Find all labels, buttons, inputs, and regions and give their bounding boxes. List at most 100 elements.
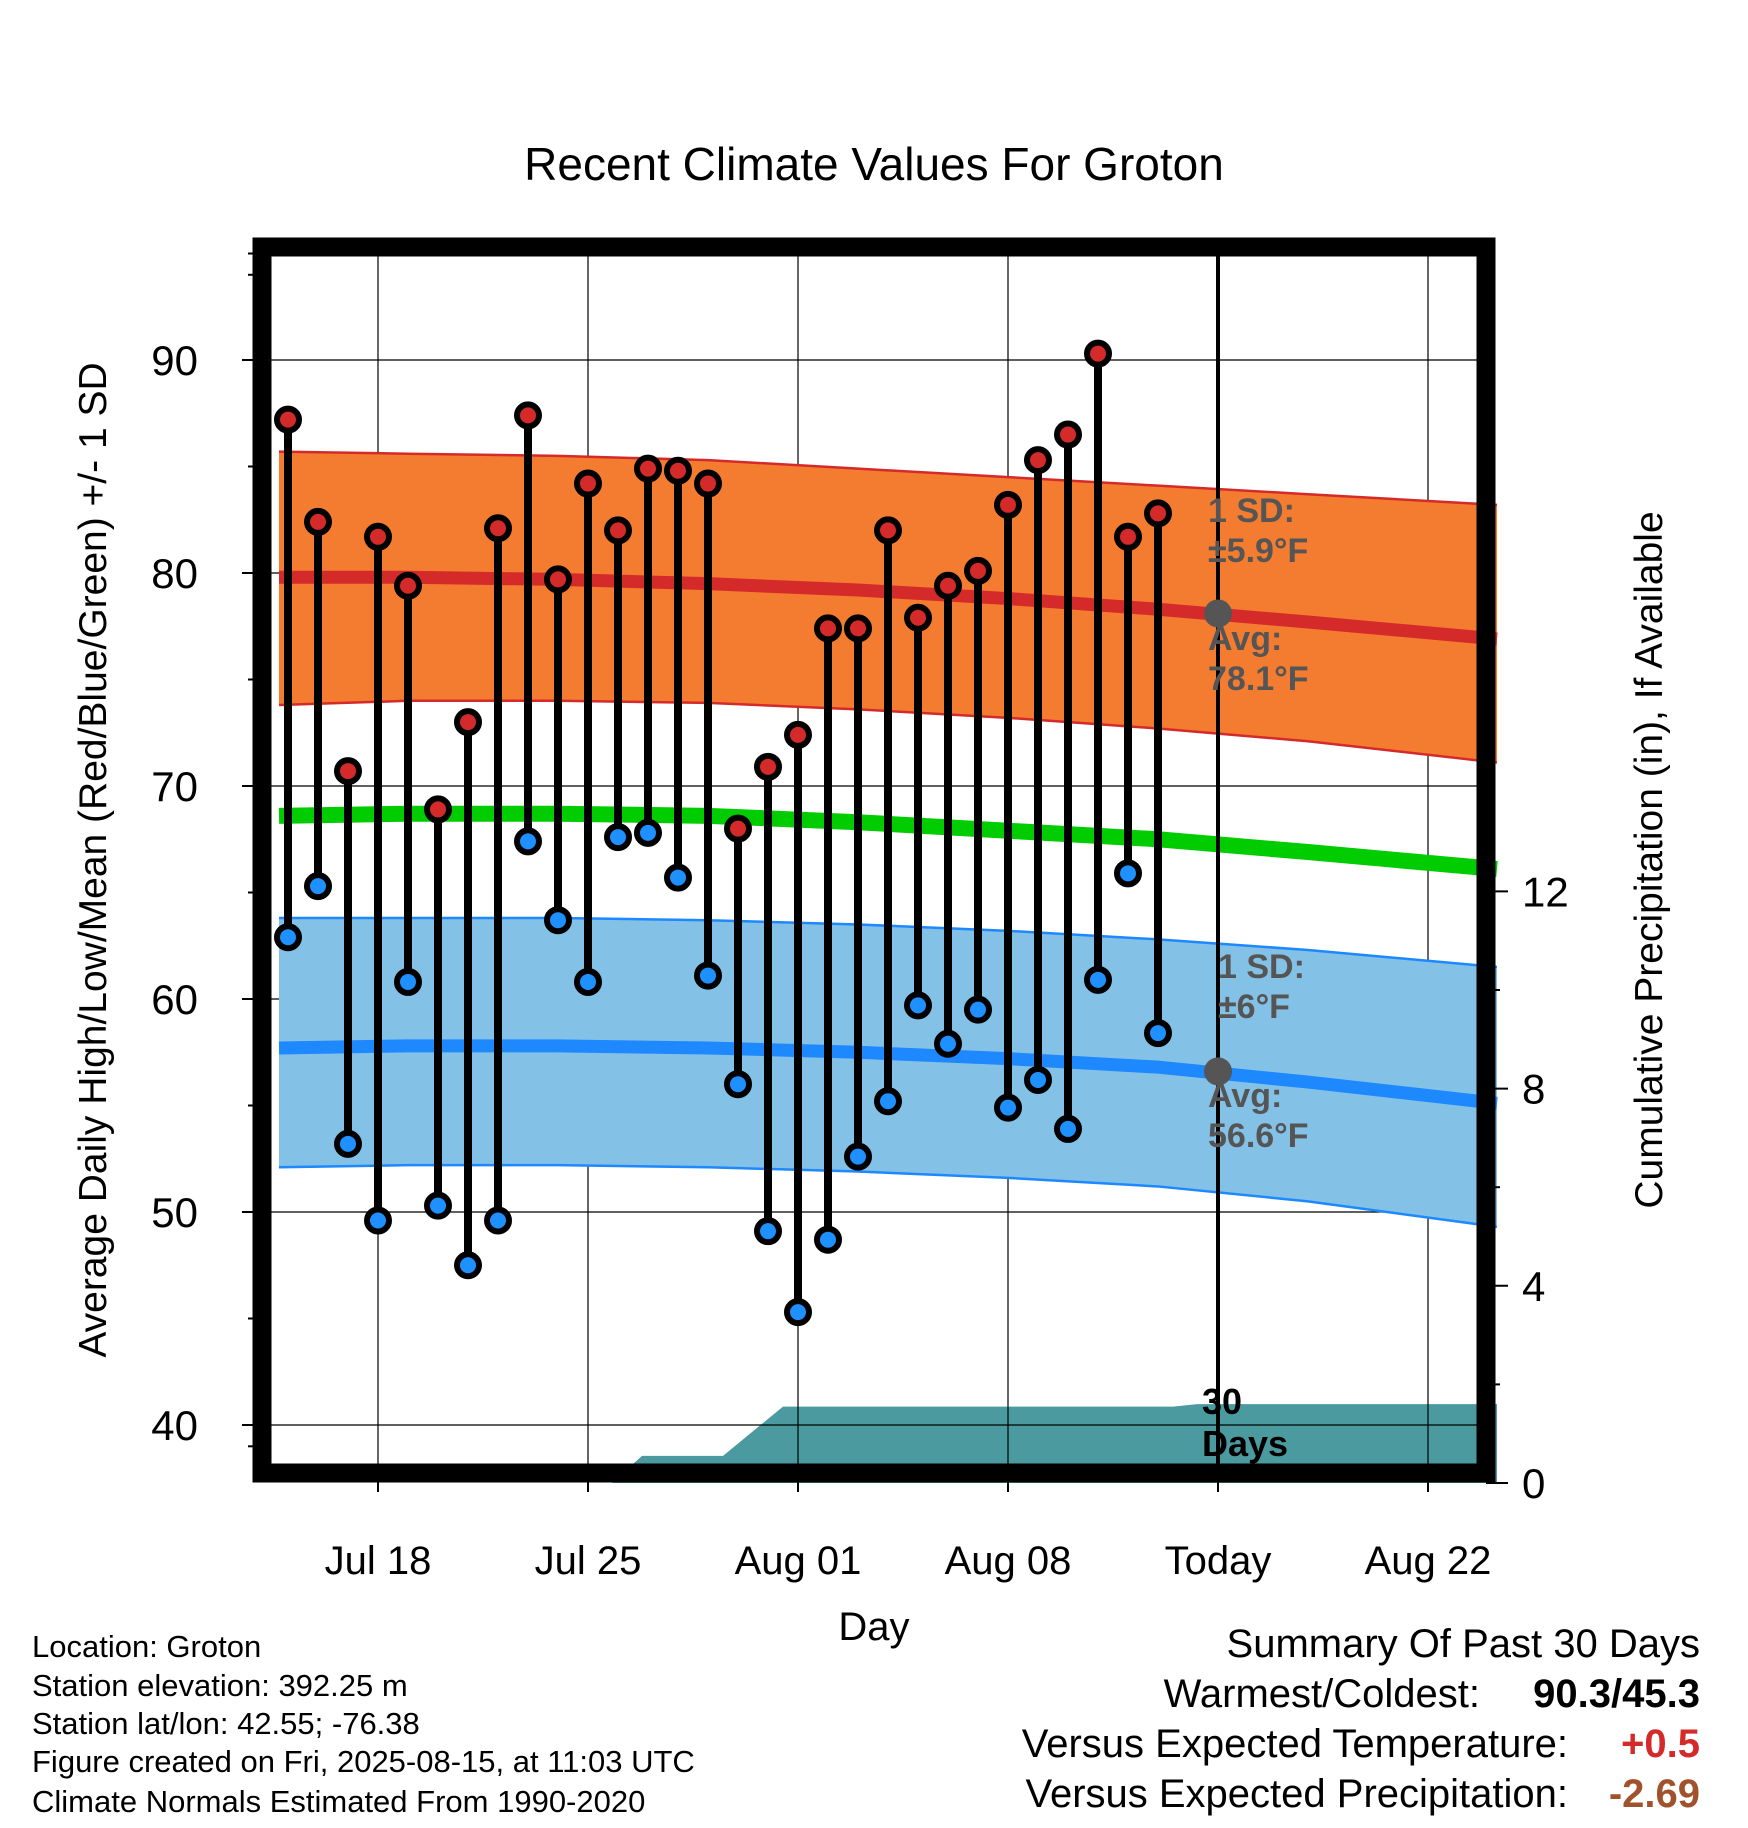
low-avg-value: 56.6°F xyxy=(1208,1117,1309,1155)
high-avg-label: Avg: xyxy=(1208,620,1282,658)
high-temp-point xyxy=(454,708,482,737)
high-temp-point xyxy=(934,571,962,600)
low-temp-point xyxy=(994,1093,1022,1122)
x-tick-label: Jul 18 xyxy=(325,1539,432,1583)
low-temp-point xyxy=(844,1142,872,1171)
low-temp-point xyxy=(664,863,692,892)
x-tick-label: Aug 08 xyxy=(945,1539,1072,1583)
low-temp-point xyxy=(364,1206,392,1235)
high-temp-point xyxy=(1024,446,1052,475)
high-temp-point xyxy=(334,757,362,786)
low-temp-point xyxy=(394,967,422,996)
days-label-text: Days xyxy=(1202,1423,1288,1464)
x-tick-label: Aug 01 xyxy=(735,1539,862,1583)
low-temp-point xyxy=(514,827,542,856)
low-temp-point xyxy=(1084,965,1112,994)
low-temp-point xyxy=(334,1129,362,1158)
low-temp-point xyxy=(424,1191,452,1220)
low-temp-point xyxy=(964,995,992,1024)
low-temp-point xyxy=(1024,1065,1052,1094)
high-temp-point xyxy=(634,454,662,483)
x-axis-label: Day xyxy=(838,1605,909,1649)
low-temp-point xyxy=(724,1070,752,1099)
high-avg-value: 78.1°F xyxy=(1208,660,1309,698)
low-avg-label: Avg: xyxy=(1208,1077,1282,1115)
low-temp-point xyxy=(1114,859,1142,888)
high-temp-point xyxy=(604,516,632,545)
high-temp-point xyxy=(784,720,812,749)
plot-frame-layer xyxy=(252,237,1496,1483)
high-avg-line xyxy=(279,570,1498,646)
y2-tick-label: 8 xyxy=(1522,1066,1545,1113)
low-sd-label: 1 SD: xyxy=(1218,948,1305,986)
daily-temperature-layer xyxy=(274,339,1172,1327)
low-temp-point xyxy=(934,1029,962,1058)
high-temp-point xyxy=(754,752,782,781)
high-temp-point xyxy=(1114,522,1142,551)
days-label-number: 30 xyxy=(1202,1381,1242,1422)
summary-precip-value: -2.69 xyxy=(1608,1772,1700,1816)
high-temp-point xyxy=(1054,420,1082,449)
today-high-avg-marker xyxy=(1204,599,1232,628)
low-sd-value: ±6°F xyxy=(1218,988,1290,1026)
high-sd-value: ±5.9°F xyxy=(1208,532,1308,570)
y-tick-label: 50 xyxy=(151,1189,198,1236)
low-temp-point xyxy=(574,967,602,996)
high-temp-point xyxy=(874,516,902,545)
footer-normals: Climate Normals Estimated From 1990-2020 xyxy=(32,1784,646,1819)
footer-latlon: Station lat/lon: 42.55; -76.38 xyxy=(32,1706,420,1741)
low-temp-point xyxy=(754,1217,782,1246)
summary-warm-cold-value: 90.3/45.3 xyxy=(1533,1672,1700,1716)
high-temp-point xyxy=(904,603,932,632)
chart-title: Recent Climate Values For Groton xyxy=(524,138,1224,190)
high-temp-point xyxy=(574,469,602,498)
y2-axis-label: Cumulative Precipitation (in), If Availa… xyxy=(1628,511,1671,1208)
y2-tick-label: 12 xyxy=(1522,868,1569,915)
low-temp-point xyxy=(484,1206,512,1235)
low-temp-point xyxy=(544,906,572,935)
low-temp-point xyxy=(784,1298,812,1327)
precipitation-area-layer xyxy=(279,1404,1497,1483)
footer-elevation: Station elevation: 392.25 m xyxy=(32,1668,408,1703)
high-temp-point xyxy=(844,614,872,643)
high-temp-point xyxy=(994,490,1022,519)
x-tick-label: Today xyxy=(1165,1539,1272,1583)
high-temp-point xyxy=(694,469,722,498)
high-temp-point xyxy=(274,405,302,434)
high-temp-point xyxy=(964,556,992,585)
high-sd-label: 1 SD: xyxy=(1208,492,1295,530)
summary-temp-label: Versus Expected Temperature: xyxy=(1021,1722,1568,1766)
low-temp-point xyxy=(904,991,932,1020)
high-temp-point xyxy=(1084,339,1112,368)
y-axis-label: Average Daily High/Low/Mean (Red/Blue/Gr… xyxy=(72,362,115,1357)
today-low-avg-marker xyxy=(1204,1057,1232,1086)
y-tick-label: 40 xyxy=(151,1402,198,1449)
summary-warm-cold-label: Warmest/Coldest: xyxy=(1163,1672,1480,1716)
low-temp-point xyxy=(1144,1019,1172,1048)
high-temp-point xyxy=(664,456,692,485)
precipitation-area xyxy=(279,1404,1497,1483)
low-temp-point xyxy=(814,1225,842,1254)
high-temp-point xyxy=(1144,499,1172,528)
grid-layer xyxy=(262,247,1486,1473)
low-temp-point xyxy=(634,818,662,847)
low-temp-point xyxy=(874,1087,902,1116)
plot-frame xyxy=(252,237,1496,1483)
high-temp-point xyxy=(724,814,752,843)
y2-tick-label: 0 xyxy=(1522,1460,1545,1507)
summary-title: Summary Of Past 30 Days xyxy=(1226,1622,1700,1666)
high-temp-point xyxy=(544,565,572,594)
low-sd-lower-line xyxy=(278,1163,1498,1229)
low-temp-point xyxy=(454,1251,482,1280)
y-tick-label: 60 xyxy=(151,976,198,1023)
footer-location: Location: Groton xyxy=(32,1629,262,1664)
high-sd-upper-line xyxy=(278,450,1498,507)
low-temp-point xyxy=(604,823,632,852)
low-temp-point xyxy=(1054,1114,1082,1143)
high-temp-point xyxy=(514,401,542,430)
x-tick-label: Aug 22 xyxy=(1365,1539,1492,1583)
high-temp-point xyxy=(814,614,842,643)
